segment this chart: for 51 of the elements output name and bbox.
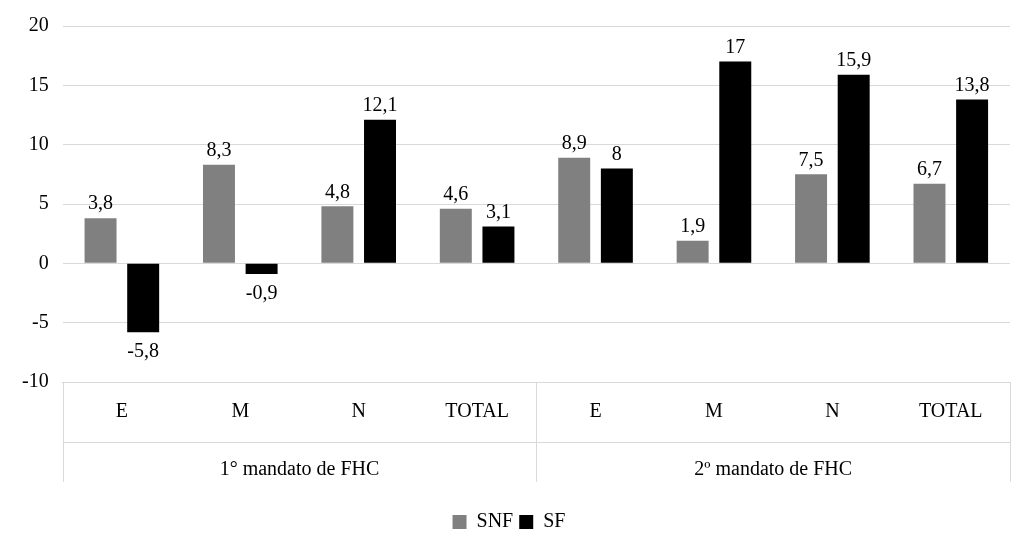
y-tick-label: 10 xyxy=(28,131,49,154)
data-label: -0,9 xyxy=(245,281,278,304)
bar xyxy=(719,61,752,263)
data-label: 1,9 xyxy=(680,214,706,237)
data-label: 8,9 xyxy=(561,130,587,153)
bar xyxy=(482,226,515,263)
legend-label: SNF xyxy=(476,509,514,532)
bar xyxy=(795,174,828,263)
bar xyxy=(600,168,633,263)
x-tick-label: TOTAL xyxy=(445,399,509,422)
y-tick-label: 5 xyxy=(38,191,49,214)
x-tick-label: N xyxy=(351,399,366,422)
bar xyxy=(676,240,709,263)
y-tick-label: 15 xyxy=(28,72,49,95)
x-tick-label: M xyxy=(705,399,724,422)
bar xyxy=(837,74,870,263)
data-label: 4,8 xyxy=(324,179,350,202)
data-label: 13,8 xyxy=(954,72,990,95)
data-label: 15,9 xyxy=(836,47,872,70)
x-tick-label: E xyxy=(115,399,128,422)
bar xyxy=(956,99,989,263)
y-tick-label: -10 xyxy=(21,369,49,392)
data-label: 3,8 xyxy=(88,191,114,214)
data-label: -5,8 xyxy=(127,339,160,362)
text: 1° mandato de FHC xyxy=(219,457,380,480)
x-tick-label: TOTAL xyxy=(919,399,983,422)
legend-label: SF xyxy=(543,509,566,532)
data-label: 7,5 xyxy=(798,147,824,170)
data-label: 12,1 xyxy=(362,93,398,115)
bar xyxy=(364,119,397,263)
bar xyxy=(321,206,354,263)
data-label: 17 xyxy=(725,34,746,57)
bar xyxy=(202,164,235,263)
data-label: 8 xyxy=(611,141,622,164)
y-tick-label: 0 xyxy=(38,250,49,273)
bar xyxy=(439,208,472,263)
data-label: 6,7 xyxy=(916,157,942,180)
x-tick-label: N xyxy=(825,399,840,422)
text: 2º mandato de FHC xyxy=(694,457,853,480)
y-tick-label: -5 xyxy=(31,309,49,332)
bar xyxy=(84,218,117,263)
x-tick-label: E xyxy=(589,399,602,422)
bar xyxy=(245,263,278,275)
bar xyxy=(127,263,160,333)
bar xyxy=(558,157,591,263)
data-label: 8,3 xyxy=(206,138,232,161)
data-label: 4,6 xyxy=(443,182,469,204)
bar xyxy=(913,183,946,263)
data-label: 3,1 xyxy=(485,199,511,222)
x-tick-label: M xyxy=(231,399,250,422)
y-tick-label: 20 xyxy=(28,13,49,36)
